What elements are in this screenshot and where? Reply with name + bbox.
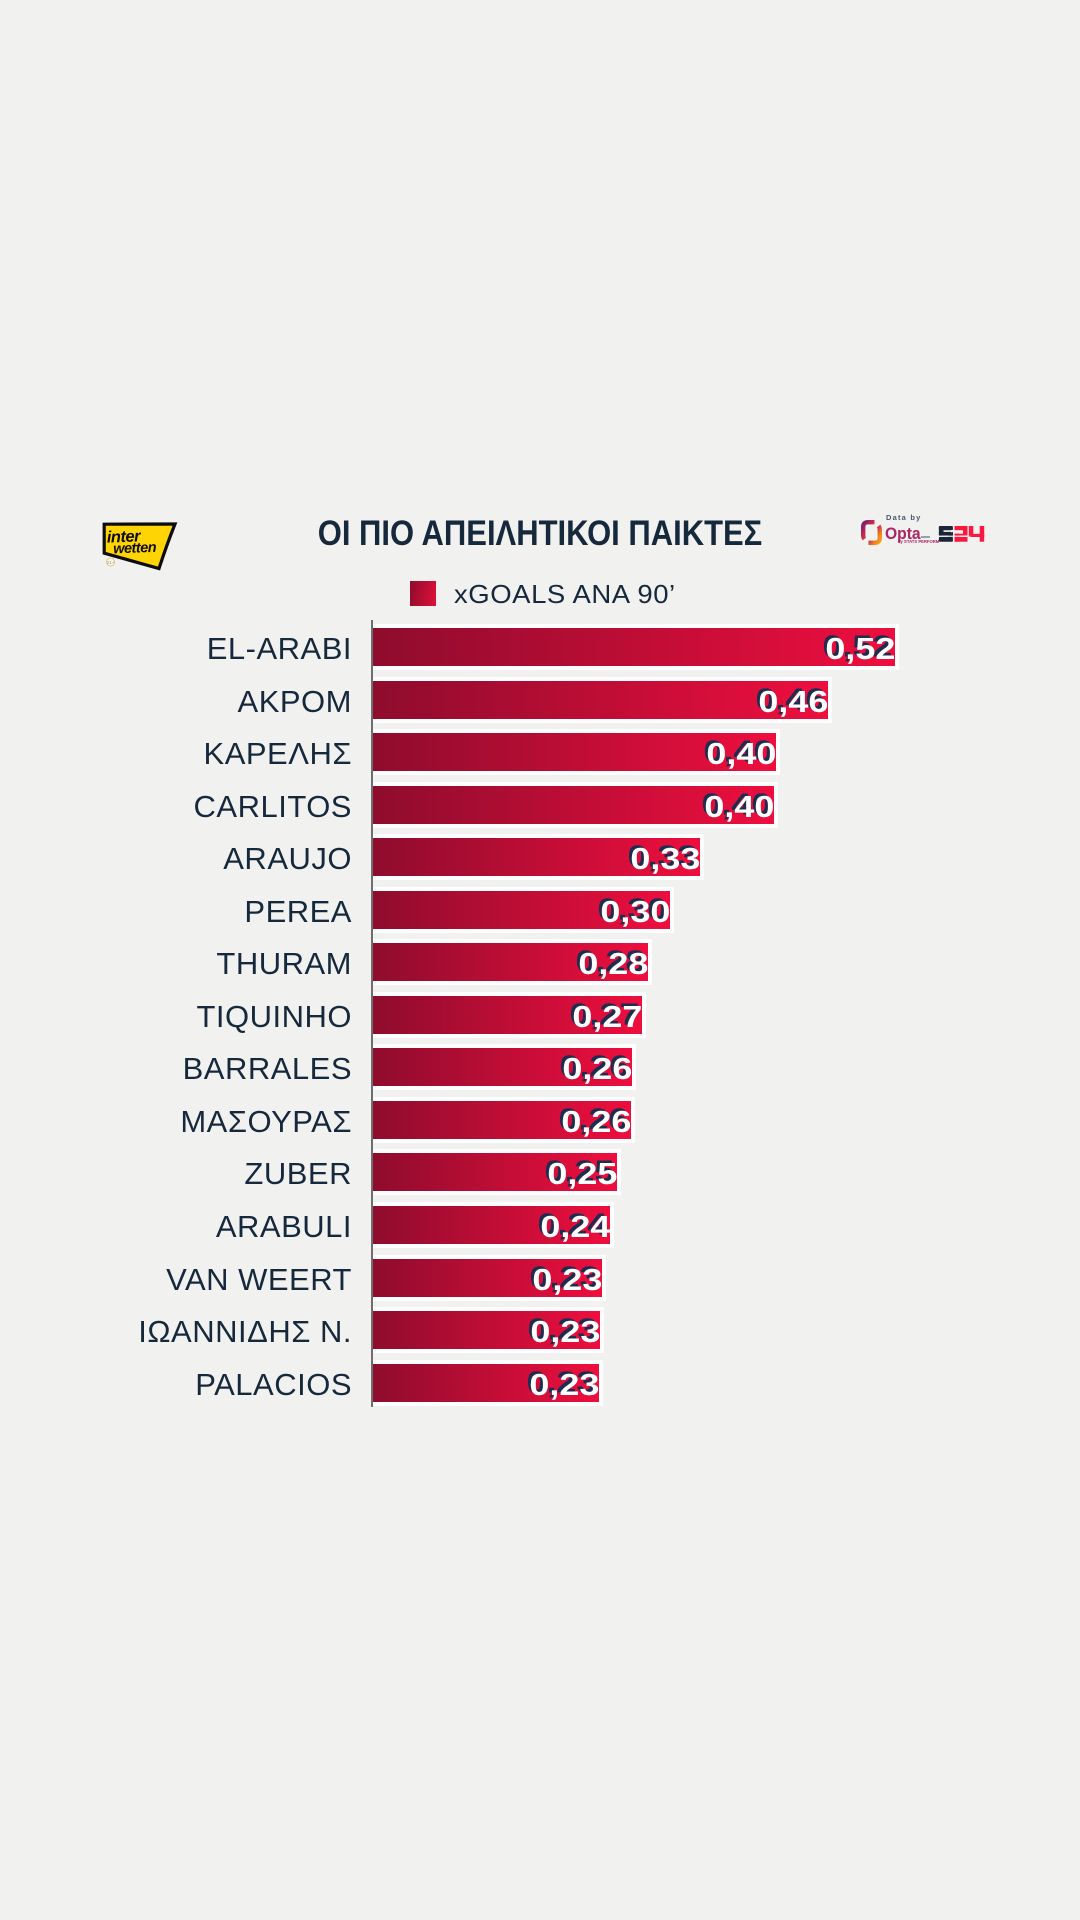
svg-text:inter: inter <box>106 527 142 546</box>
svg-text:wetten: wetten <box>113 540 157 558</box>
svg-text:21+: 21+ <box>107 560 115 565</box>
